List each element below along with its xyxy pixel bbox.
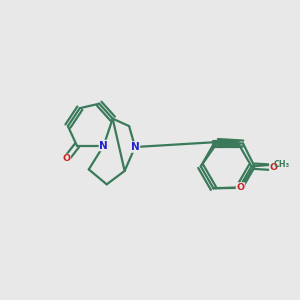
Text: O: O [62, 154, 70, 164]
Text: O: O [270, 163, 278, 172]
Text: O: O [236, 183, 244, 192]
Text: N: N [99, 140, 108, 151]
Text: N: N [131, 142, 140, 152]
Text: CH₃: CH₃ [274, 160, 290, 169]
